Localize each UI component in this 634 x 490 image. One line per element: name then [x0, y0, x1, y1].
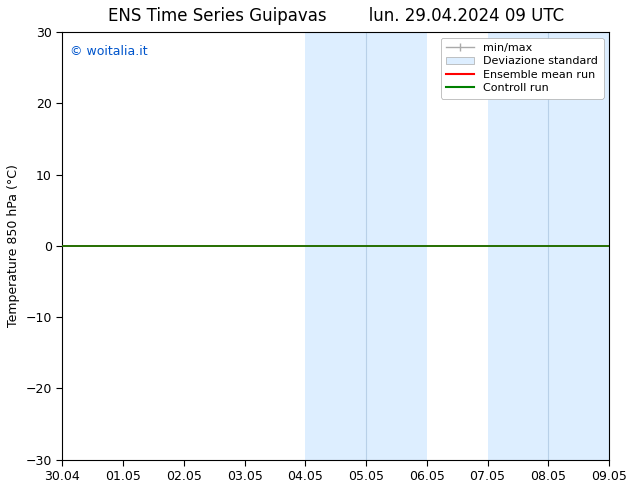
Y-axis label: Temperature 850 hPa (°C): Temperature 850 hPa (°C): [7, 165, 20, 327]
Legend: min/max, Deviazione standard, Ensemble mean run, Controll run: min/max, Deviazione standard, Ensemble m…: [441, 38, 604, 98]
Bar: [488, 32, 609, 460]
Title: ENS Time Series Guipavas        lun. 29.04.2024 09 UTC: ENS Time Series Guipavas lun. 29.04.2024…: [108, 7, 564, 25]
Text: © woitalia.it: © woitalia.it: [70, 45, 148, 58]
Bar: [306, 32, 427, 460]
